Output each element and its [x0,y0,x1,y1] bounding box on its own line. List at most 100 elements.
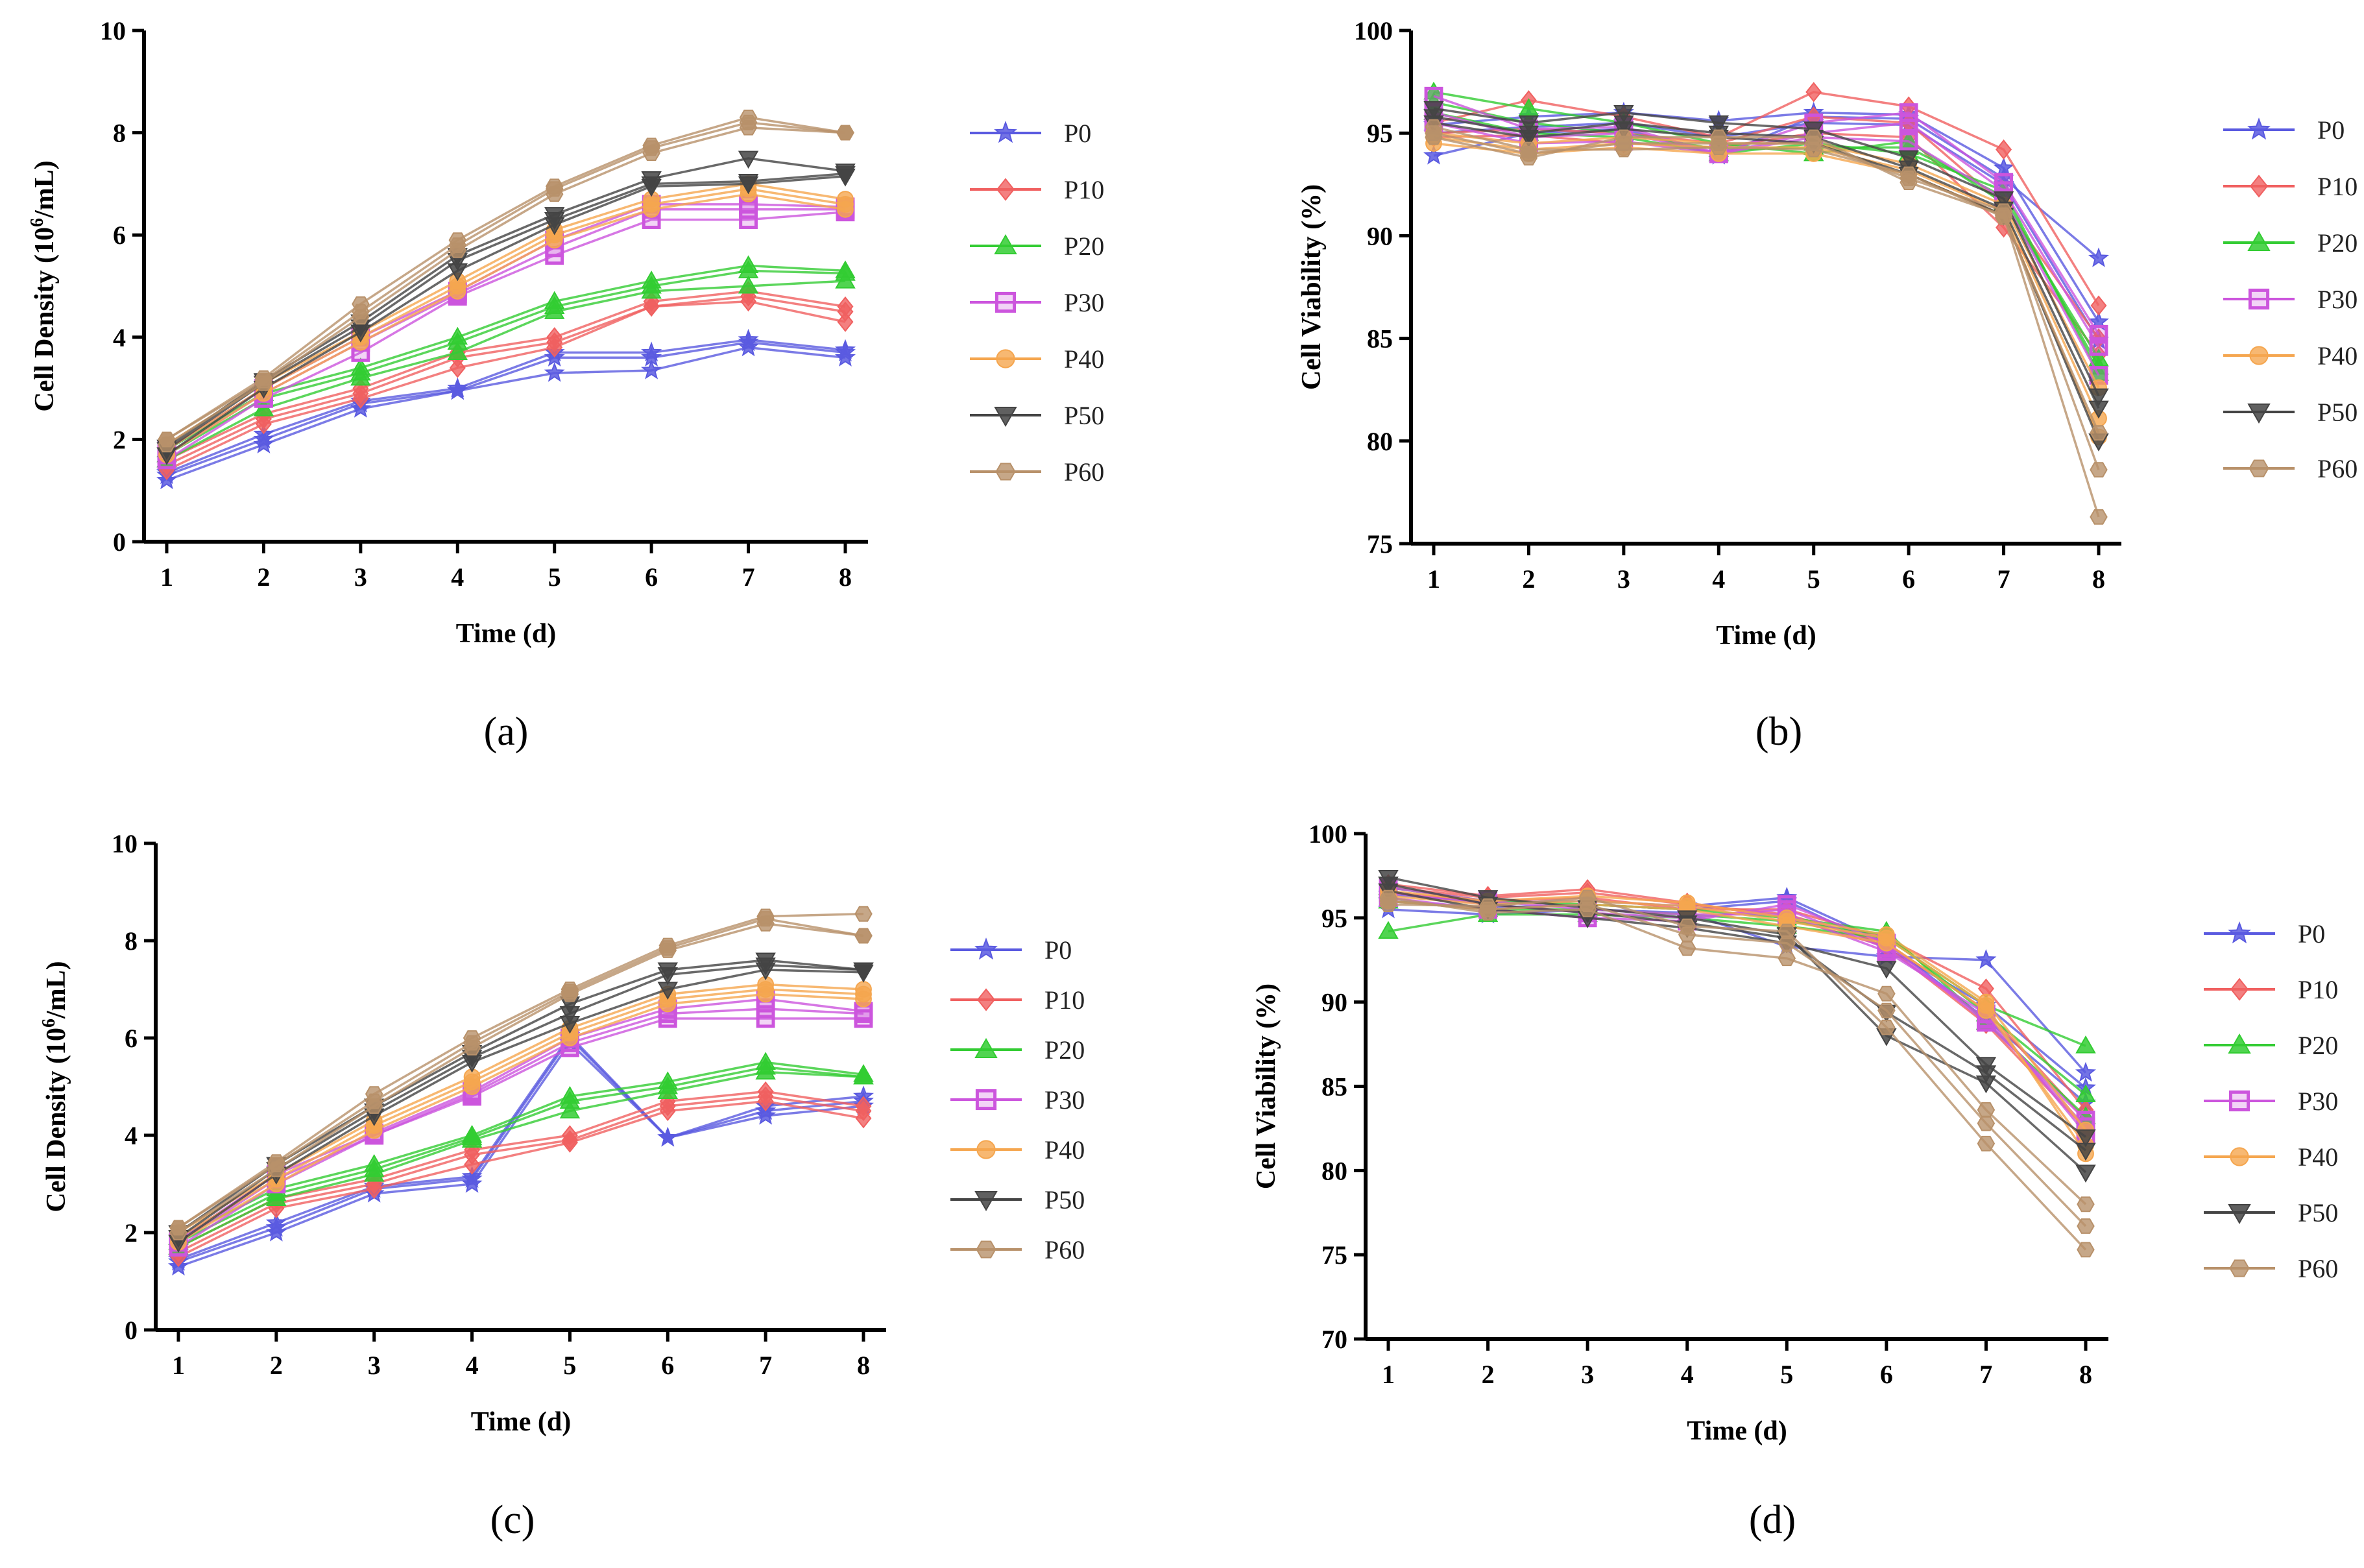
legend-label-p0: P0 [2298,919,2325,948]
y-tick-label-70: 70 [1321,1325,1347,1354]
data-point-p50-d7 [738,151,759,169]
data-point-p50-d6 [657,962,679,981]
data-point-p50-d7 [755,952,776,971]
data-point-p20-d4 [447,326,468,345]
data-point-p50-d8 [2075,1129,2096,1148]
legend-item-p30: P30 [970,288,1104,317]
legend-item-p0: P0 [950,935,1072,965]
series-line-p10-rep3 [166,290,846,461]
data-point-p10-d5 [1805,82,1822,103]
legend-label-p40: P40 [1064,344,1104,374]
y-tick-label-85: 85 [1321,1072,1347,1102]
data-point-p60-d3 [365,1086,383,1102]
data-point-p60-d2 [1519,150,1538,166]
y-tick-label-95: 95 [1321,904,1347,933]
data-point-p60-d7 [739,110,758,125]
legend-label-p10: P10 [2298,975,2338,1004]
data-point-p60-d2 [254,370,273,386]
data-point-p60-d3 [1578,889,1597,906]
legend-label-p60: P60 [1064,457,1104,487]
legend-label-p40: P40 [1044,1135,1085,1164]
series-line-p60-rep1 [1388,896,2087,1205]
series-line-p40-rep2 [178,988,864,1239]
series-p60 [158,110,854,453]
legend-item-p60: P60 [970,457,1104,487]
series-line-p10-rep1 [1433,91,2100,306]
data-point-p0-d8 [2075,1061,2097,1082]
series-line-p50-rep3 [1433,121,2100,442]
x-tick-label-5: 5 [1807,564,1820,594]
data-point-p50-d2 [1518,130,1539,148]
x-tick-label-6: 6 [1880,1360,1893,1389]
data-point-p50-d7 [738,173,759,192]
data-point-p20-d5 [544,291,565,309]
legend-label-p30: P30 [2298,1087,2338,1116]
legend-marker-p40 [2249,346,2269,365]
data-point-p50-d8 [2088,388,2109,407]
x-tick-label-3: 3 [1581,1360,1594,1389]
data-point-p30-d6 [1899,132,1918,151]
x-tick-label-8: 8 [2092,564,2105,594]
series-line-p0-rep2 [178,1036,864,1263]
data-point-p10-d8 [837,311,854,332]
series-line-p50-rep1 [178,969,864,1244]
data-point-p60-d2 [267,1154,285,1170]
data-point-p20-d4 [461,1124,483,1143]
series-line-p50-rep1 [1433,107,2100,396]
y-tick-label-8: 8 [113,119,126,148]
legend: P0 P10 P20 P30 P40 P50 P60 [950,935,1085,1264]
data-point-p60-d8 [854,928,873,944]
series-p50 [1423,101,2109,452]
data-point-p60-d7 [1977,1135,1996,1152]
data-point-p60-d7 [756,908,775,924]
data-point-p60-d5 [561,982,579,997]
x-axis-title: Time (d) [456,619,556,649]
data-point-p10-d4 [449,357,466,378]
legend-marker-p40 [996,349,1015,368]
legend-marker-p60 [976,1240,996,1259]
legend-item-p10: P10 [2204,975,2338,1004]
x-tick-label-4: 4 [451,562,464,592]
x-tick-label-4: 4 [1712,564,1725,594]
x-tick-label-6: 6 [645,562,658,592]
data-point-p60-d6 [658,937,677,954]
x-tick-label-2: 2 [270,1351,283,1380]
legend-item-p50: P50 [2223,398,2358,427]
data-point-p20-d1 [1378,921,1399,939]
chart-d-svg: 70 75 80 85 90 95 100 1 2 3 4 5 6 7 8 Time (d) Cell Viab… [1251,819,2338,1542]
series-line-p20-rep3 [178,1061,864,1239]
x-tick-label-1: 1 [160,562,173,592]
data-point-p60-d1 [158,431,176,448]
data-point-p60-d8 [836,125,854,141]
data-point-p60-d8 [2090,509,2108,525]
legend-item-p50: P50 [950,1185,1085,1214]
x-tick-label-1: 1 [1382,1360,1395,1389]
legend-marker-p20 [994,234,1017,254]
x-tick-label-5: 5 [563,1351,576,1380]
data-point-p50-d5 [544,207,565,225]
legend-marker-p10 [2249,175,2269,198]
series-line-p10-rep2 [166,295,846,466]
legend-label-p50: P50 [2317,398,2358,427]
data-point-p60-d8 [2077,1242,2095,1258]
legend-marker-p20 [2247,230,2271,251]
legend: P0 P10 P20 P30 P40 P50 P60 [970,119,1104,487]
legend-item-p30: P30 [2223,285,2358,314]
data-point-p20-d7 [738,275,759,294]
data-point-p60-d2 [1478,898,1497,914]
legend-marker-p30 [975,1089,997,1111]
y-axis-title: Cell Density (106/mL) [39,961,71,1212]
legend-item-p20: P20 [2223,228,2358,258]
legend-marker-p40 [2230,1147,2249,1166]
legend-label-p30: P30 [1064,288,1104,317]
data-point-p0-d7 [1975,948,1997,969]
data-point-p40-d5 [1778,909,1796,926]
series-p60 [1379,889,2095,1258]
x-tick-label-4: 4 [466,1351,479,1380]
data-point-p0-d7 [1993,157,2014,177]
series-line-p50-rep1 [1388,876,2087,1174]
series-line-p0-rep2 [166,341,846,477]
series-line-p30-rep3 [178,998,864,1241]
y-tick-label-75: 75 [1321,1240,1347,1270]
data-point-p50-d6 [1876,961,1897,979]
